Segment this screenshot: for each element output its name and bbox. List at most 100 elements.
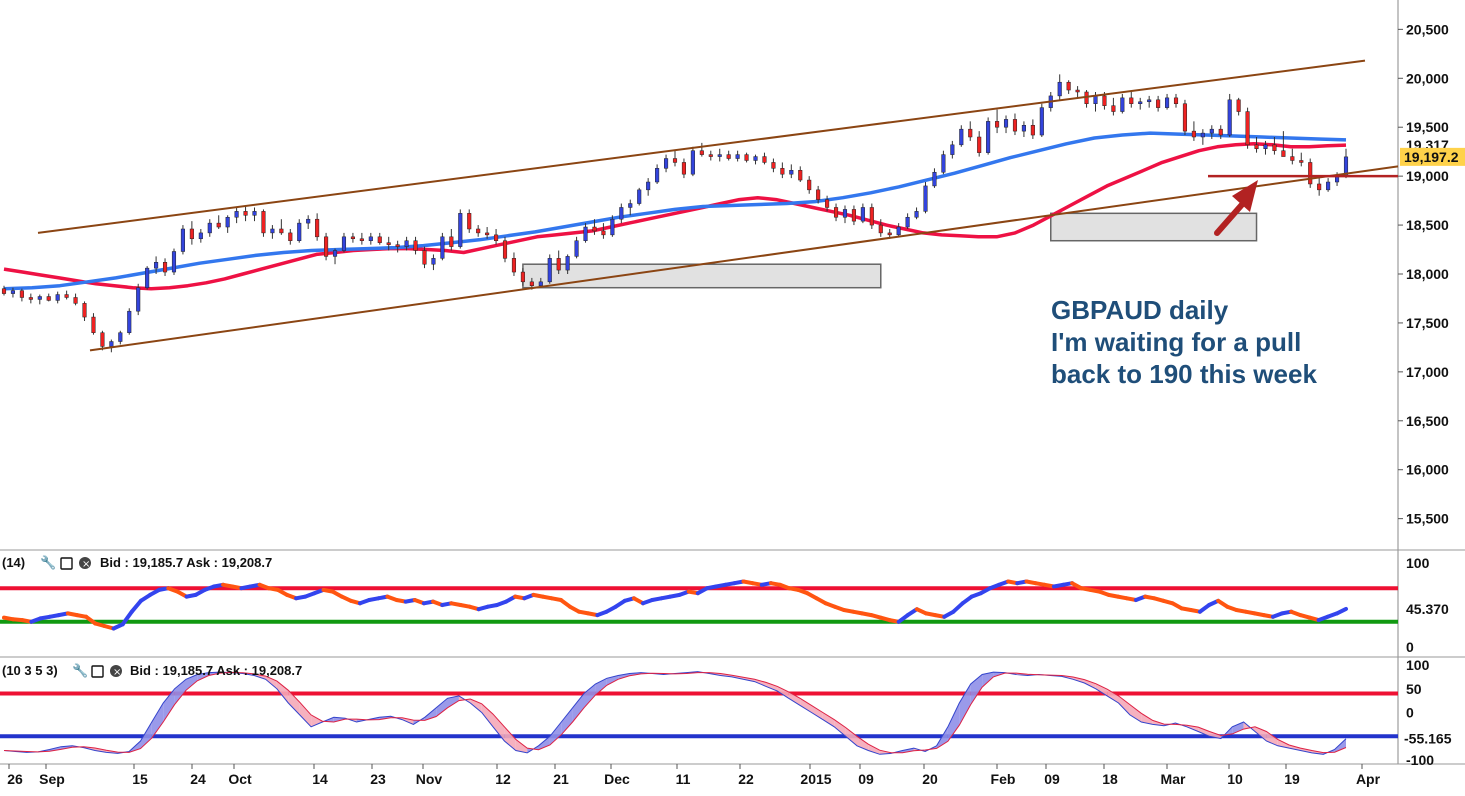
stoch-fill	[572, 693, 584, 722]
rsi-last-label: 45.370	[1406, 601, 1449, 617]
stoch-fill	[1198, 727, 1210, 737]
candle-body	[225, 216, 230, 228]
x-tick-label: Apr	[1356, 771, 1381, 787]
y-tick-label: 20,000	[1406, 70, 1449, 86]
candle-body	[431, 258, 436, 265]
candle-body	[1003, 119, 1009, 128]
candle-body	[735, 154, 740, 159]
stoch-fill	[197, 672, 209, 681]
candle-body	[833, 207, 839, 218]
candle-body	[261, 211, 266, 234]
candle-body	[1182, 103, 1188, 132]
stoch-fill	[947, 703, 960, 742]
stoch-fill	[1107, 689, 1119, 703]
candle-body	[19, 290, 24, 298]
candle-body	[243, 211, 248, 216]
candle-body	[1066, 81, 1071, 91]
candle-body	[1173, 97, 1179, 104]
candle-body	[655, 168, 660, 183]
candle-body	[1093, 95, 1098, 104]
stoch-fill	[766, 682, 778, 692]
candle-body	[476, 228, 481, 234]
candle-body	[726, 154, 731, 159]
candle-body	[198, 232, 203, 240]
stoch-fill	[868, 744, 880, 755]
stoch-fill	[436, 698, 448, 717]
stoch-fill	[811, 705, 823, 720]
candle-body	[1111, 105, 1116, 112]
stoch-fill	[504, 726, 516, 751]
stoch-fill	[618, 673, 630, 680]
candle-body	[10, 290, 15, 294]
stoch-fill	[788, 691, 801, 706]
candle-body	[1254, 144, 1259, 149]
x-tick-label: Mar	[1161, 771, 1186, 787]
candle-body	[145, 267, 150, 288]
x-tick-label: 18	[1102, 771, 1118, 787]
y-tick-label: 15,500	[1406, 511, 1449, 527]
candle-body	[771, 162, 776, 169]
stoch-fill	[299, 702, 312, 727]
channel-upper-line	[37, 59, 1366, 234]
y-tick-label: 18,500	[1406, 217, 1449, 233]
candle-body	[64, 294, 69, 298]
rsi-last-box	[1400, 599, 1462, 618]
candle-body	[154, 262, 159, 269]
x-tick-label: 15	[132, 771, 148, 787]
candle-body	[350, 236, 355, 240]
candle-body	[1281, 150, 1286, 157]
y-tick-label: 20,500	[1406, 21, 1449, 37]
y-tick-label: 17,500	[1406, 315, 1449, 331]
close-icon-glyph: ×	[113, 667, 121, 678]
stoch-fill	[265, 676, 277, 689]
rsi-bid-ask: Bid : 19,185.7 Ask : 19,208.7	[100, 555, 272, 570]
x-tick-label: 21	[553, 771, 569, 787]
stoch-fill	[140, 722, 152, 749]
candle-body	[914, 211, 919, 218]
candle-body	[1326, 181, 1331, 191]
candle-body	[368, 236, 373, 241]
candle-body	[753, 156, 758, 161]
wrench-icon: 🔧	[40, 554, 56, 570]
candle-body	[681, 162, 686, 175]
candle-body	[1209, 128, 1214, 134]
candle-body	[359, 238, 364, 241]
candle-body	[1236, 99, 1241, 112]
stoch-fill	[515, 739, 528, 753]
stoch-fill	[777, 686, 789, 699]
candle-body	[995, 121, 1000, 128]
stoch-fill	[1289, 745, 1301, 751]
candle-body	[1299, 160, 1304, 163]
stoch-fill	[163, 688, 175, 722]
annotation-line-3: back to 190 this week	[1051, 359, 1317, 389]
last-price-label: 19,197.2	[1404, 149, 1459, 165]
candle-body	[789, 170, 794, 175]
stoch-y-tick-label: 50	[1406, 681, 1422, 697]
candle-body	[592, 226, 597, 232]
candle-body	[118, 332, 123, 342]
candle-body	[869, 207, 874, 226]
candle-body	[1156, 99, 1161, 108]
candle-body	[878, 224, 883, 234]
candle-body	[1057, 81, 1062, 97]
candle-body	[55, 294, 60, 301]
candle-body	[467, 213, 472, 230]
candle-body	[762, 156, 767, 163]
stoch-fill	[834, 719, 846, 737]
candle-body	[1075, 89, 1080, 93]
arrow-shaft	[1214, 197, 1249, 236]
candle-body	[288, 232, 293, 241]
y-tick-label: 16,500	[1406, 413, 1449, 429]
stoch-fill	[1141, 713, 1153, 725]
candle-body	[1021, 125, 1026, 132]
consolidation-box	[522, 263, 882, 289]
candle-body	[109, 341, 114, 347]
candle-body	[136, 287, 141, 312]
stoch-fill	[481, 703, 493, 727]
candle-body	[1138, 101, 1143, 104]
candle-body	[628, 203, 633, 208]
stoch-fill	[174, 679, 186, 705]
channel-lower-line	[89, 165, 1399, 352]
candle-body	[315, 218, 320, 238]
